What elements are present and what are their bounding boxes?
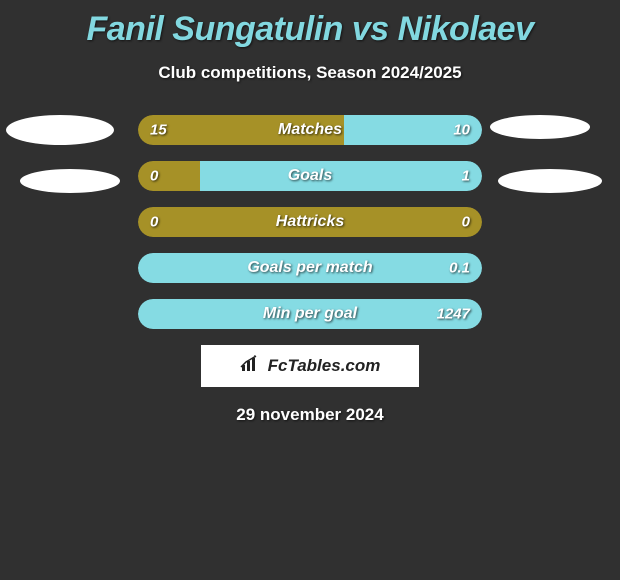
stat-value-left: 0: [150, 214, 158, 231]
comparison-chart: 15 10 Matches 0 1 Goals 0 0 Hattricks 0.1 Goals pe…: [0, 115, 620, 329]
stat-row: 15 10 Matches: [138, 115, 482, 145]
stat-bar-left: [138, 161, 200, 191]
stat-value-right: 1247: [437, 306, 470, 323]
player-placeholder-ellipse: [20, 169, 120, 193]
stat-row: 0.1 Goals per match: [138, 253, 482, 283]
stat-row: 1247 Min per goal: [138, 299, 482, 329]
stat-bar-right: [200, 161, 482, 191]
subtitle: Club competitions, Season 2024/2025: [0, 63, 620, 83]
stat-value-right: 0: [462, 214, 470, 231]
stat-value-right: 0.1: [449, 260, 470, 277]
stat-label: Min per goal: [263, 305, 357, 323]
date-label: 29 november 2024: [0, 405, 620, 425]
stat-value-right: 10: [453, 122, 470, 139]
stat-value-left: 0: [150, 168, 158, 185]
player-placeholder-ellipse: [6, 115, 114, 145]
brand-badge[interactable]: FcTables.com: [201, 345, 419, 387]
stat-label: Goals per match: [247, 259, 372, 277]
stat-label: Matches: [278, 121, 342, 139]
page-title: Fanil Sungatulin vs Nikolaev: [0, 0, 620, 49]
stat-value-right: 1: [462, 168, 470, 185]
player-placeholder-ellipse: [498, 169, 602, 193]
stat-row: 0 0 Hattricks: [138, 207, 482, 237]
player-placeholder-ellipse: [490, 115, 590, 139]
stat-value-left: 15: [150, 122, 167, 139]
bar-chart-icon: [240, 355, 262, 378]
stat-label: Hattricks: [276, 213, 344, 231]
stat-label: Goals: [288, 167, 332, 185]
brand-label: FcTables.com: [268, 356, 381, 376]
stat-row: 0 1 Goals: [138, 161, 482, 191]
